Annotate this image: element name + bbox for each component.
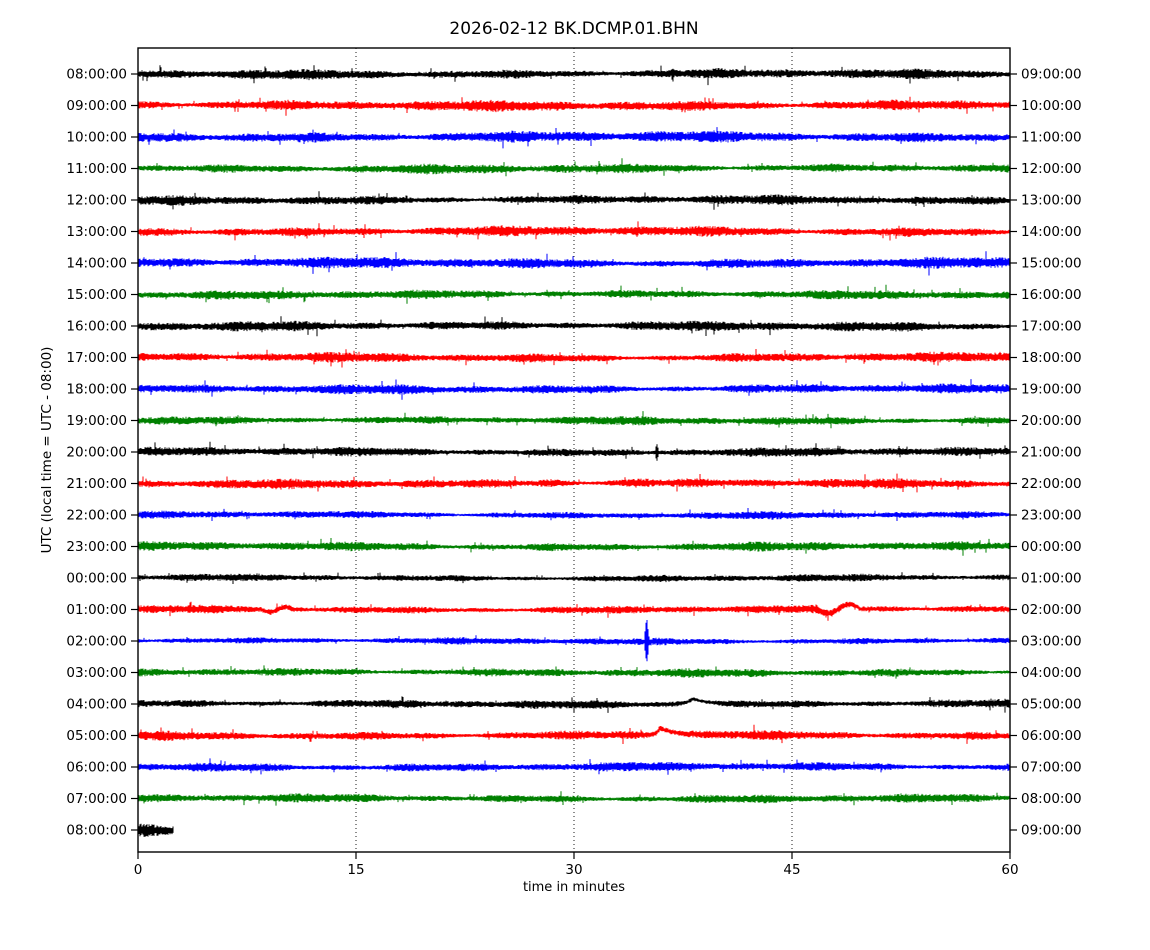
y-tick-label-right: 22:00:00 — [1021, 476, 1082, 492]
y-tick-label-right: 14:00:00 — [1021, 224, 1082, 240]
y-tick-label-right: 21:00:00 — [1021, 445, 1082, 461]
y-axis-label: UTC (local time = UTC - 08:00) — [39, 346, 55, 554]
trace-row-05:00:00 — [137, 724, 1011, 744]
y-tick-label-left: 08:00:00 — [66, 823, 127, 839]
y-tick-label-right: 00:00:00 — [1021, 539, 1082, 555]
y-tick-label-right: 10:00:00 — [1021, 98, 1082, 114]
y-tick-label-right: 23:00:00 — [1021, 508, 1082, 524]
trace-row-00:00:00 — [137, 572, 1011, 584]
y-tick-label-left: 21:00:00 — [66, 476, 127, 492]
y-tick-label-right: 18:00:00 — [1021, 350, 1082, 366]
trace-row-16:00:00 — [137, 316, 1011, 337]
y-tick-label-right: 15:00:00 — [1021, 256, 1082, 272]
trace-row-14:00:00 — [137, 251, 1011, 276]
y-tick-label-left: 03:00:00 — [66, 665, 127, 681]
y-tick-label-left: 10:00:00 — [66, 130, 127, 146]
x-tick-label: 60 — [1001, 862, 1018, 878]
y-tick-label-left: 15:00:00 — [66, 287, 127, 303]
y-tick-label-right: 03:00:00 — [1021, 634, 1082, 650]
y-tick-label-left: 00:00:00 — [66, 571, 127, 587]
trace-row-19:00:00 — [137, 411, 1011, 429]
y-tick-label-left: 06:00:00 — [66, 760, 127, 776]
trace-row-04:00:00 — [137, 696, 1011, 713]
x-tick-label: 15 — [347, 862, 364, 878]
y-tick-label-right: 16:00:00 — [1021, 287, 1082, 303]
y-tick-label-right: 20:00:00 — [1021, 413, 1082, 429]
y-tick-label-left: 22:00:00 — [66, 508, 127, 524]
y-tick-label-left: 09:00:00 — [66, 98, 127, 114]
y-tick-label-left: 23:00:00 — [66, 539, 127, 555]
y-tick-label-right: 09:00:00 — [1021, 823, 1082, 839]
y-tick-label-right: 09:00:00 — [1021, 67, 1082, 83]
y-tick-label-left: 17:00:00 — [66, 350, 127, 366]
y-tick-label-left: 13:00:00 — [66, 224, 127, 240]
trace-row-07:00:00 — [137, 791, 1011, 806]
trace-row-02:00:00 — [137, 620, 1011, 662]
trace-row-08:00:00 — [137, 823, 174, 837]
y-tick-label-right: 08:00:00 — [1021, 791, 1082, 807]
y-tick-label-left: 14:00:00 — [66, 256, 127, 272]
y-tick-label-left: 05:00:00 — [66, 728, 127, 744]
chart-title: 2026-02-12 BK.DCMP.01.BHN — [449, 19, 699, 39]
y-tick-label-left: 11:00:00 — [66, 161, 127, 177]
y-tick-label-right: 19:00:00 — [1021, 382, 1082, 398]
y-tick-label-right: 02:00:00 — [1021, 602, 1082, 618]
y-tick-label-right: 06:00:00 — [1021, 728, 1082, 744]
y-tick-label-left: 08:00:00 — [66, 67, 127, 83]
y-tick-label-right: 01:00:00 — [1021, 571, 1082, 587]
y-tick-label-right: 05:00:00 — [1021, 697, 1082, 713]
y-tick-label-left: 16:00:00 — [66, 319, 127, 335]
y-tick-label-left: 20:00:00 — [66, 445, 127, 461]
x-tick-label: 30 — [565, 862, 582, 878]
y-tick-label-right: 07:00:00 — [1021, 760, 1082, 776]
x-tick-label: 0 — [134, 862, 143, 878]
y-tick-label-left: 19:00:00 — [66, 413, 127, 429]
y-tick-label-left: 04:00:00 — [66, 697, 127, 713]
y-tick-label-right: 17:00:00 — [1021, 319, 1082, 335]
x-axis-label: time in minutes — [522, 880, 626, 895]
y-tick-label-right: 11:00:00 — [1021, 130, 1082, 146]
y-tick-label-left: 12:00:00 — [66, 193, 127, 209]
y-tick-label-left: 18:00:00 — [66, 382, 127, 398]
y-tick-label-left: 01:00:00 — [66, 602, 127, 618]
y-tick-label-left: 07:00:00 — [66, 791, 127, 807]
trace-row-12:00:00 — [137, 191, 1011, 210]
trace-row-10:00:00 — [137, 127, 1011, 149]
trace-row-22:00:00 — [137, 508, 1011, 521]
y-tick-label-right: 12:00:00 — [1021, 161, 1082, 177]
y-tick-label-right: 04:00:00 — [1021, 665, 1082, 681]
y-tick-label-left: 02:00:00 — [66, 634, 127, 650]
x-tick-label: 45 — [783, 862, 800, 878]
y-tick-label-right: 13:00:00 — [1021, 193, 1082, 209]
